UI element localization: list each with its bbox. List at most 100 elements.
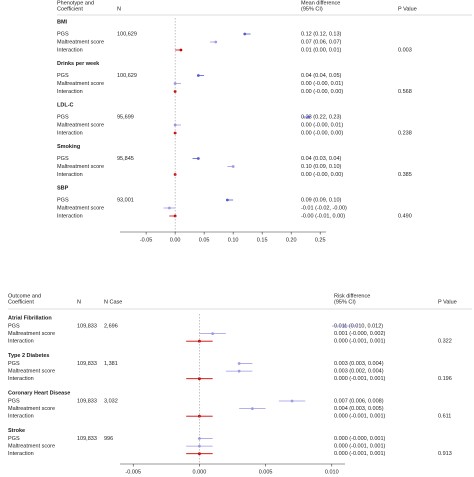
row-label: Maltreatment score bbox=[57, 122, 104, 128]
point-estimate bbox=[173, 90, 177, 93]
header-p: P Value bbox=[398, 6, 417, 12]
row-n: 95,699 bbox=[117, 114, 134, 120]
row-n-case: 2,696 bbox=[104, 323, 118, 329]
header-label: Coefficient bbox=[57, 6, 83, 12]
row-estimate: -0.00 (-0.01, 0.00) bbox=[301, 213, 345, 219]
header-estimate: (95% CI) bbox=[334, 299, 356, 305]
row-estimate: 0.10 (0.09, 0.10) bbox=[301, 164, 342, 170]
row-p: 0.568 bbox=[398, 89, 412, 95]
row-estimate: 0.01 (0.00, 0.01) bbox=[301, 47, 342, 53]
point-estimate bbox=[196, 74, 200, 77]
group-title: BMI bbox=[57, 19, 68, 25]
row-n-case: 996 bbox=[104, 436, 113, 442]
header-p: P Value bbox=[438, 299, 457, 305]
row-label: Interaction bbox=[57, 213, 83, 219]
x-tick-label: 0.10 bbox=[228, 237, 239, 243]
row-estimate: 0.003 (0.002, 0.004) bbox=[334, 369, 384, 375]
row-label: Maltreatment score bbox=[8, 444, 55, 450]
row-p: 0.913 bbox=[438, 451, 452, 457]
row-label: PGS bbox=[8, 398, 20, 404]
row-estimate: 0.00 (-0.00, 0.00) bbox=[301, 172, 343, 178]
row-label: PGS bbox=[57, 114, 69, 120]
row-label: Interaction bbox=[57, 89, 83, 95]
row-label: Interaction bbox=[8, 339, 34, 345]
row-estimate: 0.000 (-0.001, 0.001) bbox=[334, 451, 386, 457]
row-estimate: 0.000 (-0.001, 0.001) bbox=[334, 376, 386, 382]
row-n: 100,629 bbox=[117, 31, 137, 37]
row-label: Interaction bbox=[57, 172, 83, 178]
header-label: Outcome and bbox=[8, 293, 41, 299]
row-label: PGS bbox=[57, 31, 69, 37]
x-tick-label: -0.05 bbox=[140, 237, 153, 243]
row-p: 0.490 bbox=[398, 213, 412, 219]
x-tick-label: 0.25 bbox=[315, 237, 326, 243]
point-estimate bbox=[196, 157, 200, 160]
point-estimate bbox=[167, 206, 171, 210]
point-estimate bbox=[173, 82, 177, 85]
group-title: Atrial Fibrillation bbox=[8, 315, 52, 321]
row-n: 109,833 bbox=[77, 436, 97, 442]
point-estimate bbox=[198, 377, 201, 381]
row-n-case: 1,381 bbox=[104, 361, 118, 367]
row-label: Interaction bbox=[8, 451, 34, 457]
point-estimate bbox=[231, 165, 235, 168]
x-tick-label: 0.010 bbox=[325, 469, 339, 475]
x-tick-label: -0.005 bbox=[125, 469, 141, 475]
row-n: 95,845 bbox=[117, 156, 134, 162]
group-title: SBP bbox=[57, 185, 69, 191]
row-label: Maltreatment score bbox=[57, 81, 104, 87]
row-estimate: 0.000 (-0.001, 0.001) bbox=[334, 444, 386, 450]
row-p: 0.196 bbox=[438, 376, 452, 382]
row-label: PGS bbox=[8, 436, 20, 442]
point-estimate bbox=[307, 115, 310, 119]
row-estimate: -0.01 (-0.02, -0.00) bbox=[301, 205, 347, 211]
row-p: 0.003 bbox=[398, 47, 412, 53]
header-n: N bbox=[77, 299, 81, 305]
row-estimate: 0.000 (-0.000, 0.001) bbox=[334, 436, 386, 442]
row-n: 109,833 bbox=[77, 398, 97, 404]
row-p: 0.238 bbox=[398, 130, 412, 136]
point-estimate bbox=[343, 324, 347, 328]
x-tick-label: 0.05 bbox=[199, 237, 210, 243]
row-p: 0.322 bbox=[438, 339, 452, 345]
header-label: Phenotype and bbox=[57, 0, 94, 6]
header-n: N bbox=[117, 6, 121, 12]
row-label: Maltreatment score bbox=[8, 406, 55, 412]
row-label: PGS bbox=[57, 197, 69, 203]
row-estimate: 0.00 (-0.00, 0.01) bbox=[301, 122, 343, 128]
row-estimate: 0.00 (-0.00, 0.01) bbox=[301, 81, 343, 87]
row-label: Interaction bbox=[8, 414, 34, 420]
row-label: Maltreatment score bbox=[8, 369, 55, 375]
row-estimate: 0.011 (0.010, 0.012) bbox=[334, 323, 383, 329]
row-estimate: 0.007 (0.006, 0.008) bbox=[334, 398, 384, 404]
point-estimate bbox=[290, 399, 294, 403]
row-estimate: 0.000 (-0.001, 0.001) bbox=[334, 414, 386, 420]
row-estimate: 0.12 (0.12, 0.13) bbox=[301, 31, 342, 37]
row-estimate: 0.000 (-0.001, 0.001) bbox=[334, 339, 386, 345]
group-title: Smoking bbox=[57, 144, 80, 150]
point-estimate bbox=[243, 32, 247, 36]
row-estimate: 0.09 (0.09, 0.10) bbox=[301, 197, 342, 203]
x-tick-label: 0.005 bbox=[259, 469, 273, 475]
point-estimate bbox=[237, 362, 241, 365]
row-p: 0.611 bbox=[438, 414, 451, 420]
row-estimate: 0.00 (-0.00, 0.00) bbox=[301, 130, 343, 136]
row-n: 109,833 bbox=[77, 323, 97, 329]
group-title: Coronary Heart Disease bbox=[8, 390, 70, 396]
x-tick-label: 0.000 bbox=[193, 469, 207, 475]
group-title: LDL-C bbox=[57, 102, 74, 108]
point-estimate bbox=[198, 452, 201, 456]
row-label: Interaction bbox=[8, 376, 34, 382]
row-p: 0.385 bbox=[398, 172, 412, 178]
row-n: 93,001 bbox=[117, 197, 134, 203]
header-estimate: Risk difference bbox=[334, 293, 370, 299]
row-label: Interaction bbox=[57, 47, 83, 53]
x-tick-label: 0.20 bbox=[286, 237, 297, 243]
row-label: Maltreatment score bbox=[57, 164, 104, 170]
row-estimate: 0.00 (-0.00, 0.00) bbox=[301, 89, 343, 95]
row-n: 100,629 bbox=[117, 73, 137, 79]
row-label: Maltreatment score bbox=[57, 39, 104, 45]
x-tick-label: 0.00 bbox=[170, 237, 181, 243]
